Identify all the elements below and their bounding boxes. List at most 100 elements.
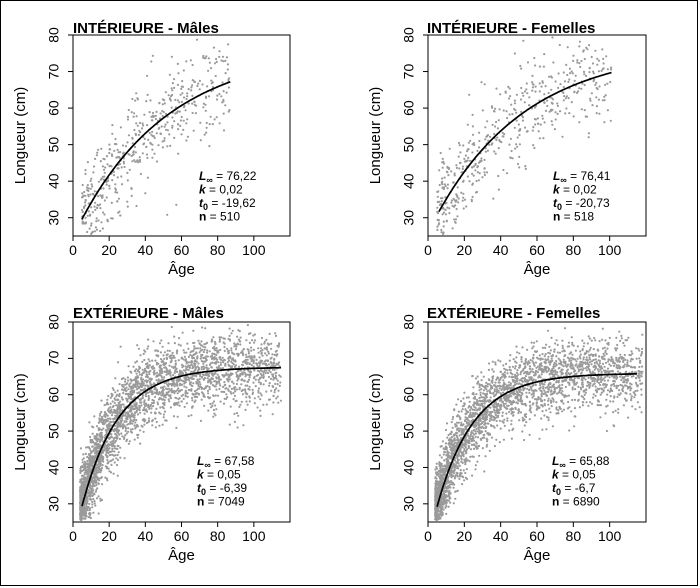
scatter-point: [91, 494, 94, 497]
scatter-point: [151, 130, 154, 133]
scatter-point: [193, 359, 197, 362]
scatter-point: [154, 117, 157, 121]
scatter-point: [229, 356, 232, 359]
scatter-point: [225, 91, 228, 94]
scatter-point: [562, 91, 565, 94]
scatter-point: [510, 437, 513, 440]
scatter-point: [184, 389, 187, 392]
scatter-point: [228, 384, 231, 387]
scatter-point: [132, 153, 135, 156]
scatter-point: [158, 342, 162, 345]
scatter-point: [102, 178, 105, 181]
scatter-point: [118, 423, 121, 426]
scatter-point: [605, 352, 608, 356]
scatter-point: [168, 387, 171, 390]
scatter-point: [177, 343, 180, 346]
scatter-point: [139, 354, 142, 357]
scatter-point: [145, 365, 148, 368]
scatter-point: [226, 361, 229, 364]
scatter-point: [200, 344, 203, 347]
scatter-point: [442, 160, 445, 163]
scatter-point: [139, 401, 142, 404]
scatter-point: [110, 414, 114, 417]
scatter-point: [90, 460, 93, 463]
scatter-point: [170, 106, 173, 109]
scatter-point: [168, 400, 171, 403]
scatter-point: [130, 371, 133, 374]
scatter-point: [202, 356, 205, 360]
scatter-point: [220, 95, 223, 98]
scatter-point: [211, 339, 214, 343]
scatter-point: [193, 362, 196, 365]
scatter-point: [119, 126, 122, 129]
scatter-point: [215, 60, 218, 64]
scatter-point: [190, 361, 193, 364]
scatter-point: [278, 342, 281, 345]
x-tick-label: 60: [529, 242, 545, 258]
scatter-point: [136, 161, 140, 164]
scatter-point: [187, 347, 190, 350]
scatter-point: [235, 388, 238, 391]
scatter-point: [215, 98, 219, 101]
scatter-point: [96, 195, 100, 198]
scatter-point: [631, 366, 634, 369]
scatter-point: [260, 394, 263, 397]
scatter-point: [537, 122, 540, 125]
scatter-point: [120, 377, 123, 381]
scatter-point: [144, 375, 148, 378]
scatter-point: [269, 371, 272, 374]
scatter-point: [538, 90, 541, 93]
scatter-point: [100, 466, 104, 470]
scatter-point: [134, 426, 137, 429]
scatter-point: [191, 94, 194, 97]
scatter-point: [109, 396, 112, 399]
scatter-point: [474, 432, 477, 435]
scatter-point: [466, 175, 469, 178]
scatter-point: [134, 99, 137, 102]
scatter-point: [136, 433, 139, 437]
scatter-point: [443, 183, 446, 186]
scatter-point: [186, 375, 189, 378]
scatter-point: [640, 388, 643, 391]
scatter-point: [133, 411, 137, 415]
scatter-point: [86, 455, 89, 459]
scatter-point: [215, 57, 218, 61]
fit-stat-row: n = 510: [199, 210, 240, 224]
scatter-point: [95, 469, 98, 472]
scatter-point: [99, 439, 102, 442]
scatter-point: [152, 401, 155, 404]
scatter-point: [138, 386, 141, 389]
scatter-point: [114, 414, 117, 417]
scatter-point: [458, 434, 461, 437]
scatter-point: [528, 418, 531, 421]
scatter-point: [111, 429, 114, 432]
scatter-point: [105, 477, 108, 480]
scatter-point: [135, 402, 138, 405]
scatter-point: [457, 197, 460, 200]
scatter-point: [462, 207, 465, 210]
scatter-point: [622, 385, 625, 388]
scatter-point: [230, 387, 233, 390]
scatter-point: [129, 419, 132, 422]
scatter-point: [94, 435, 97, 438]
scatter-point: [199, 121, 202, 124]
scatter-point: [189, 353, 192, 357]
scatter-point: [86, 184, 89, 187]
scatter-point: [126, 411, 129, 414]
scatter-point: [105, 447, 108, 450]
scatter-point: [593, 336, 596, 340]
scatter-point: [111, 447, 114, 451]
scatter-point: [167, 383, 170, 386]
scatter-point: [214, 343, 217, 346]
scatter-point: [449, 437, 452, 440]
scatter-point: [91, 439, 94, 442]
scatter-point: [177, 377, 180, 380]
scatter-point: [89, 435, 92, 439]
scatter-point: [107, 451, 110, 455]
scatter-point: [235, 371, 238, 374]
scatter-point: [92, 511, 95, 514]
scatter-point: [185, 351, 188, 354]
